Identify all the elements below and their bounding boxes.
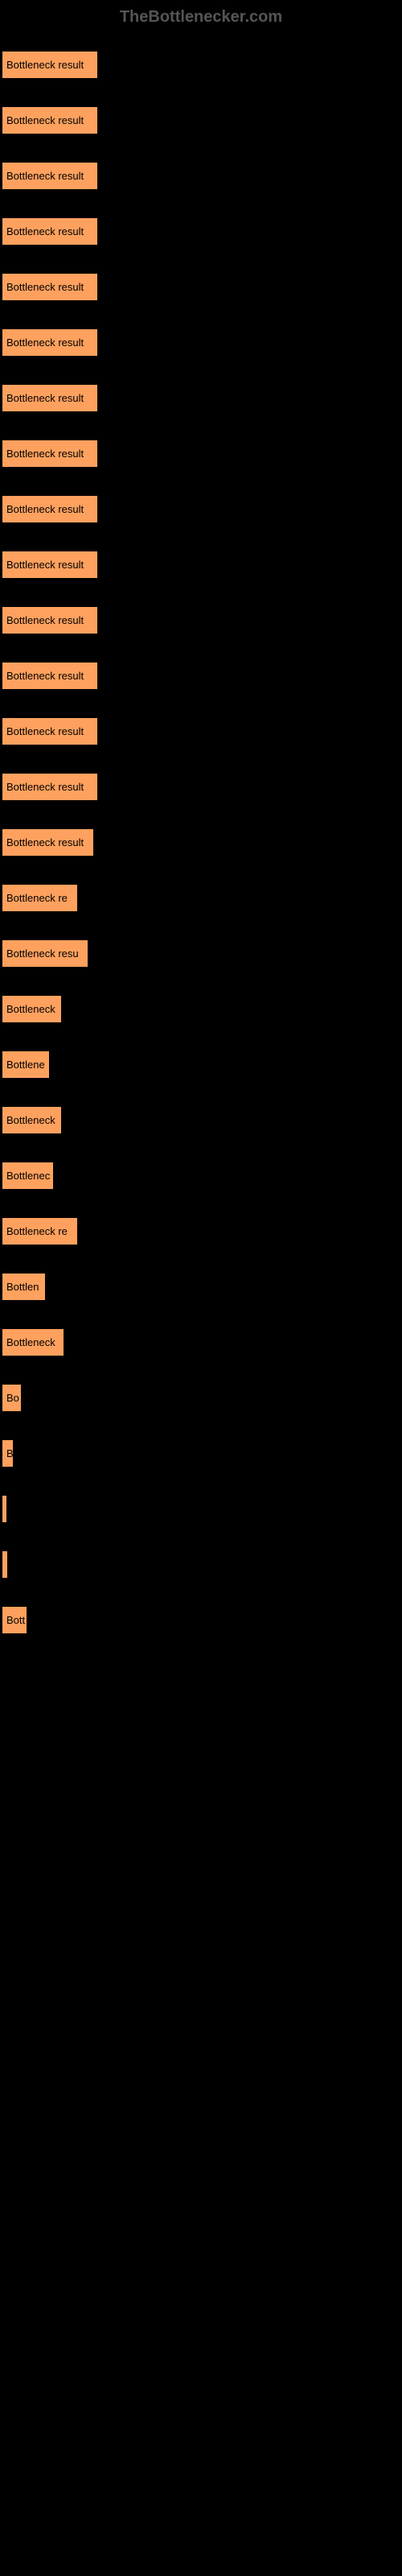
bar-label: Bottleneck result	[6, 170, 84, 182]
bar-row: Bottleneck result	[0, 606, 402, 634]
bar: Bottleneck result	[2, 773, 98, 801]
bar-row: Bottleneck resu	[0, 939, 402, 968]
bar-row: Bottleneck result	[0, 773, 402, 801]
bar-label: Bottlenec	[6, 1170, 50, 1182]
bar-label: Bottleneck result	[6, 781, 84, 793]
bar: Bottlene	[2, 1051, 50, 1079]
bar-row: Bo	[0, 1384, 402, 1412]
bar-label: Bo	[6, 1392, 19, 1404]
bar-row: Bottleneck	[0, 1106, 402, 1134]
bar: Bottleneck	[2, 1328, 64, 1356]
bar-label: Bottleneck re	[6, 1225, 68, 1237]
bar: Bottleneck result	[2, 440, 98, 468]
bar	[2, 1495, 7, 1523]
bar-row: Bottleneck result	[0, 273, 402, 301]
bar: Bottleneck result	[2, 495, 98, 523]
bar-row: Bott	[0, 1606, 402, 1634]
bar: Bottleneck result	[2, 273, 98, 301]
bar-label: Bottleneck result	[6, 336, 84, 349]
bar	[2, 1550, 8, 1579]
bar: Bottleneck result	[2, 51, 98, 79]
bar-row: Bottleneck	[0, 1328, 402, 1356]
bar-label: Bottleneck result	[6, 503, 84, 515]
bar-row: Bottleneck result	[0, 495, 402, 523]
bar-label: Bottleneck result	[6, 670, 84, 682]
bar-row: Bottleneck result	[0, 717, 402, 745]
bar-label: Bottleneck result	[6, 725, 84, 737]
bar-row: Bottlen	[0, 1273, 402, 1301]
bar-row: Bottleneck result	[0, 551, 402, 579]
bar: Bo	[2, 1384, 22, 1412]
bar-label: Bottlen	[6, 1281, 39, 1293]
bar: Bottleneck result	[2, 328, 98, 357]
bar: Bottleneck re	[2, 884, 78, 912]
bar: Bottleneck result	[2, 828, 94, 857]
bar: Bottleneck re	[2, 1217, 78, 1245]
bar-label: Bottleneck	[6, 1336, 55, 1348]
bar-label: B	[6, 1447, 14, 1459]
header-text: TheBottlenecker.com	[120, 8, 282, 26]
bar-row	[0, 1550, 402, 1579]
bar-row: Bottleneck result	[0, 217, 402, 246]
bar: Bottleneck result	[2, 384, 98, 412]
bar-row: Bottlene	[0, 1051, 402, 1079]
bar: Bottleneck result	[2, 162, 98, 190]
bar-label: Bottleneck result	[6, 392, 84, 404]
bar-label: Bottleneck resu	[6, 947, 79, 960]
bar-row: Bottleneck result	[0, 662, 402, 690]
bar: Bottleneck result	[2, 106, 98, 134]
bar-row	[0, 1495, 402, 1523]
bar-row: B	[0, 1439, 402, 1468]
bar-row: Bottleneck result	[0, 106, 402, 134]
bar-row: Bottleneck result	[0, 51, 402, 79]
bar: Bottleneck result	[2, 551, 98, 579]
bar-row: Bottlenec	[0, 1162, 402, 1190]
bar-label: Bottleneck result	[6, 114, 84, 126]
bar: Bottleneck result	[2, 717, 98, 745]
bar: Bottleneck	[2, 995, 62, 1023]
bar-label: Bottleneck result	[6, 281, 84, 293]
bar-chart: Bottleneck result Bottleneck result Bottle…	[0, 51, 402, 1634]
bar-row: Bottleneck result	[0, 328, 402, 357]
bar: Bottleneck resu	[2, 939, 88, 968]
bar-label: Bott	[6, 1614, 25, 1626]
bar-label: Bottleneck	[6, 1003, 55, 1015]
bar-label: Bottleneck re	[6, 892, 68, 904]
bar-row: Bottleneck result	[0, 828, 402, 857]
site-header: TheBottlenecker.com	[0, 0, 402, 27]
bar-label: Bottleneck result	[6, 448, 84, 460]
bar: Bott	[2, 1606, 27, 1634]
bar: B	[2, 1439, 14, 1468]
bar: Bottleneck result	[2, 662, 98, 690]
bar-row: Bottleneck	[0, 995, 402, 1023]
bar-row: Bottleneck result	[0, 384, 402, 412]
bar-row: Bottleneck re	[0, 884, 402, 912]
bar-label: Bottleneck result	[6, 614, 84, 626]
bar-label: Bottleneck result	[6, 59, 84, 71]
bar: Bottleneck result	[2, 217, 98, 246]
bar-label: Bottleneck result	[6, 836, 84, 848]
bar: Bottlen	[2, 1273, 46, 1301]
bar-label: Bottleneck result	[6, 559, 84, 571]
bar-row: Bottleneck result	[0, 162, 402, 190]
bar-label: Bottlene	[6, 1059, 45, 1071]
bar-label: Bottleneck result	[6, 225, 84, 237]
bar: Bottleneck result	[2, 606, 98, 634]
bar-row: Bottleneck re	[0, 1217, 402, 1245]
bar: Bottlenec	[2, 1162, 54, 1190]
bar-row: Bottleneck result	[0, 440, 402, 468]
bar: Bottleneck	[2, 1106, 62, 1134]
bar-label: Bottleneck	[6, 1114, 55, 1126]
